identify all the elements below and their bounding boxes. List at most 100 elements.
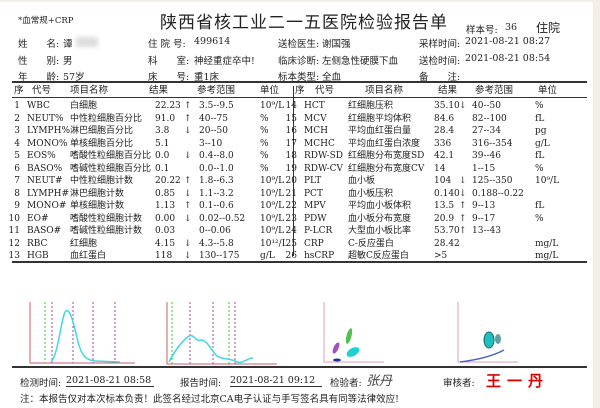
cell-unit: % <box>535 163 544 174</box>
cell-range: 0.02--0.52 <box>199 213 246 224</box>
cell-result: 118 <box>155 251 173 261</box>
cell-code: LYMPH% <box>27 126 71 136</box>
result-row: 17 MCHC 平均血红蛋白浓度 336 316--354 g/L <box>286 138 574 150</box>
result-row: 22 MPV 平均血小板体积 13.5 ↑ 9--13 fL <box>286 200 574 212</box>
cell-code: PCT <box>304 188 323 199</box>
scatter-cluster <box>345 328 353 344</box>
divider <box>12 81 587 83</box>
cell-code: MCH <box>304 126 328 136</box>
cell-name: 红细胞分布宽度CV <box>348 163 425 174</box>
result-row: 1 WBC 白细胞 22.23 ↑ 3.5--9.5 10⁹/L <box>12 100 297 112</box>
cell-seq: 22 <box>285 201 297 211</box>
header-code: 代号 <box>32 85 52 96</box>
cell-seq: 5 <box>14 151 20 161</box>
cell-range: 20--50 <box>199 126 228 136</box>
doctor: 谢国强 <box>322 39 351 50</box>
cell-result: 0.1 <box>155 163 170 174</box>
cell-flag: ↑ <box>184 176 192 186</box>
cell-name: 大型血小板比率 <box>348 226 412 236</box>
doctor-label: 送检医生: <box>278 39 320 50</box>
result-row: 12 RBC 红细胞 4.15 ↓ 4.3--5.8 10¹²/L <box>9 238 297 250</box>
cell-unit: fL <box>535 113 545 124</box>
cell-code: PDW <box>304 213 327 224</box>
cell-flag: ↓ <box>184 213 192 224</box>
cell-code: WBC <box>27 101 50 111</box>
result-row: 24 P-LCR 大型血小板比率 53.70 ↑ 13--43 <box>286 225 574 237</box>
cell-unit: % <box>260 151 269 161</box>
cell-unit: pg <box>535 126 547 136</box>
cell-unit: g/L <box>260 251 275 261</box>
result-row: 10 EO# 嗜酸性粒细胞计数 0.00 ↓ 0.02--0.52 10⁹/L <box>9 213 297 225</box>
cell-result: 53.70 <box>434 226 460 236</box>
result-row: 13 HGB 血红蛋白 118 ↓ 130--175 g/L <box>9 250 297 262</box>
cell-name: 血小板 <box>348 176 376 186</box>
cell-flag: ↓ <box>184 238 192 249</box>
cell-result: 28.42 <box>434 238 460 249</box>
header-seq: 序 <box>14 85 24 96</box>
gender: 男 <box>63 56 73 67</box>
admission-label: 住 院 号: <box>148 39 186 50</box>
cell-flag: ↓ <box>184 126 192 136</box>
cell-flag: ↑ <box>184 101 192 111</box>
cell-result: 4.15 <box>155 238 176 249</box>
cell-result: 336 <box>434 138 452 149</box>
disclaimer-note: 注：本报告仅对本次标本负责！此签名经过北京CA电子认证与手写签名具有同等法律效应… <box>20 394 399 405</box>
report-title: 陕西省核工业二一五医院检验报告单 <box>160 13 448 33</box>
cell-code: MCV <box>304 113 327 124</box>
header-result: 结果 <box>438 85 458 96</box>
cell-seq: 18 <box>285 151 297 161</box>
cell-code: RDW-CV <box>304 163 344 174</box>
result-row: 2 NEUT% 中性粒细胞百分比 91.0 ↑ 40--75% <box>12 113 297 125</box>
cell-unit: 10⁹/L <box>535 176 560 186</box>
cell-name: 红细胞压积 <box>348 101 394 111</box>
cell-range: 82--100 <box>472 113 507 124</box>
cell-seq: 19 <box>285 163 297 174</box>
cell-flag: ↓ <box>184 188 192 199</box>
cell-result: 0.03 <box>155 226 176 236</box>
test-type: *血常规+CRP <box>18 16 74 26</box>
cell-seq: 7 <box>14 176 20 186</box>
result-row: 7 NEUT# 中性粒细胞计数 20.22 ↑ 1.8--6.3 10⁹/L <box>12 175 297 187</box>
cell-name: 嗜碱性粒细胞百分比 <box>70 163 152 174</box>
cell-range: 1.8--6.3 <box>199 176 234 186</box>
cell-seq: 11 <box>8 226 20 236</box>
cell-code: MONO# <box>27 201 67 211</box>
bed-label: 床 号: <box>148 72 190 83</box>
cell-name: 平均血红蛋白浓度 <box>348 138 421 149</box>
result-row: 3 LYMPH% 淋巴细胞百分比 3.8 ↓ 20--50% <box>12 125 297 137</box>
cell-code: PLT <box>304 176 322 186</box>
scatter-cluster <box>333 358 341 362</box>
cell-range: 9--13 <box>472 201 496 211</box>
cell-code: MONO% <box>27 138 68 149</box>
column-divider <box>293 86 294 256</box>
scatter-cluster <box>346 347 360 357</box>
histogram-axis <box>29 302 135 364</box>
cell-flag: ↓ <box>184 251 192 261</box>
gender-label: 性 别: <box>18 56 60 67</box>
specimen: 全血 <box>322 72 342 83</box>
cell-range: 0.4--8.0 <box>199 151 234 161</box>
scatter-axis <box>457 302 518 363</box>
cell-seq: 13 <box>8 251 20 261</box>
cell-name: 血小板分布宽度 <box>348 213 412 224</box>
cell-flag: ↓ <box>459 101 467 111</box>
cell-flag: ↓ <box>459 188 467 199</box>
cell-seq: 24 <box>285 226 297 236</box>
histogram-curve <box>168 334 254 364</box>
result-row: 8 LYMPH# 淋巴细胞计数 0.85 ↓ 1.1--3.2 10⁹/L <box>12 188 297 200</box>
sampling-time: 2021-08-21 08:27 <box>465 36 551 47</box>
cell-name: 单核细胞计数 <box>70 201 125 211</box>
cell-unit: 10⁹/L <box>260 188 285 199</box>
cell-unit: 10⁹/L <box>260 226 285 236</box>
cell-unit: % <box>535 213 544 224</box>
cell-result: 104 <box>434 176 452 186</box>
cell-flag: ↓ <box>459 176 467 186</box>
cell-unit: mg/L <box>535 251 559 261</box>
dept-label: 科 室: <box>148 56 190 67</box>
cell-seq: 21 <box>285 188 297 199</box>
cell-range: 3.5--9.5 <box>199 101 234 111</box>
cell-flag: ↑ <box>184 201 192 211</box>
cell-code: MCHC <box>304 138 335 149</box>
cell-range: 9--17 <box>472 213 496 224</box>
specimen-label: 标本类型: <box>278 72 320 83</box>
